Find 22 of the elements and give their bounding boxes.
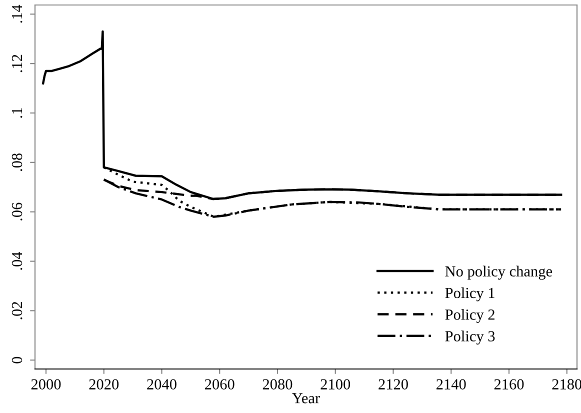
- y-tick-label: .06: [12, 202, 22, 220]
- y-tick-label: .02: [12, 302, 22, 320]
- x-tick-label: 2040: [147, 379, 176, 390]
- x-tick-label: 2020: [89, 379, 119, 390]
- y-tick-label: .1: [12, 108, 22, 118]
- y-tick-label: .12: [12, 54, 22, 72]
- x-tick-label: 2080: [262, 379, 292, 390]
- legend-label: Policy 3: [445, 330, 495, 345]
- x-tick-label: 2060: [205, 379, 234, 390]
- y-tick-label: 0: [12, 356, 22, 364]
- x-tick-label: 2160: [494, 379, 524, 390]
- y-tick-label: .08: [12, 153, 22, 171]
- y-tick-label: .14: [12, 4, 22, 23]
- x-axis-title: Year: [292, 393, 320, 404]
- x-tick-label: 2000: [31, 379, 61, 390]
- x-tick-label: 2120: [378, 379, 408, 390]
- legend-label: Policy 1: [445, 287, 494, 302]
- y-tick-label: .04: [12, 252, 22, 270]
- x-tick-label: 2100: [320, 379, 350, 390]
- x-tick-label: 2140: [436, 379, 466, 390]
- legend-label: Policy 2: [445, 309, 494, 323]
- legend-label: No policy change: [445, 266, 552, 280]
